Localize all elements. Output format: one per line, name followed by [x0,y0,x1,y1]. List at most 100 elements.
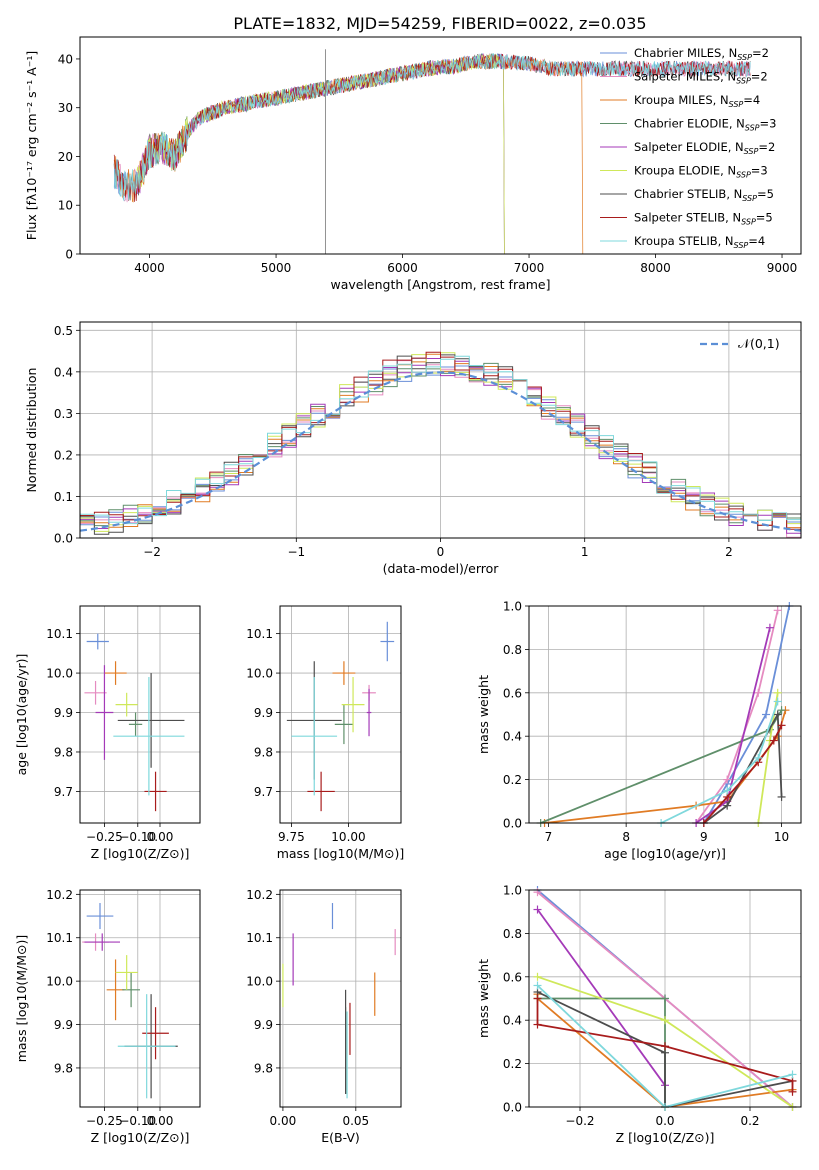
residuals-ytick-label: 0.0 [54,532,73,546]
residuals-legend-label: 𝒩(0,1) [738,336,780,351]
mass_weight_vs_age-xtick-label: 10 [774,830,789,844]
age_vs_Z-xtick-label: −0.10 [119,830,156,844]
age_vs_Z-xtick-label: −0.25 [86,830,123,844]
spectrum-ytick-label: 40 [58,52,73,66]
mass_weight_vs_Z-xtick-label: 0.0 [655,1114,674,1128]
mass_vs_EBV-xtick-label: 0.00 [270,1114,297,1128]
mass_weight_vs_age-ytick-label: 1.0 [503,600,522,614]
figure-title: PLATE=1832, MJD=54259, FIBERID=0022, z=0… [233,14,646,33]
mass_vs_Z-xtick-label: −0.25 [86,1114,123,1128]
spectrum-xlabel: wavelength [Angstrom, rest frame] [330,277,550,292]
spectrum-legend-label: Salpeter ELODIE, NSSP=2 [634,140,775,156]
spectrum-legend-label: Chabrier MILES, NSSP=2 [634,46,769,62]
mass_vs_EBV-xlabel: E(B-V) [321,1130,360,1145]
age_vs_Z-ytick-label: 10.0 [46,667,73,681]
mass_weight_vs_age-xtick-label: 9 [700,830,708,844]
spectrum-ytick-label: 0 [65,248,73,262]
mass_weight_vs_age-xtick-label: 7 [545,830,553,844]
age_vs_mass-ytick-label: 9.7 [254,785,273,799]
mass_vs_Z-ytick-label: 9.8 [54,1061,73,1075]
mass_weight_vs_Z-ytick-label: 0.8 [503,927,522,941]
age_vs_mass-xtick-label: 9.75 [278,830,305,844]
age_vs_Z-frame [79,605,201,824]
age_vs_Z-ytick-label: 9.7 [54,785,73,799]
residuals-gaussian-curve [79,371,802,532]
mass_weight_vs_Z-line-salpeter-elodie [536,908,666,1086]
spectrum-legend-label: Salpeter MILES, NSSP=2 [634,70,768,86]
age_vs_Z-xlabel: Z [log10(Z/Z⊙)] [91,846,190,861]
spectrum-xtick-label: 9000 [767,261,798,275]
age_vs_Z-ytick-label: 10.1 [46,627,73,641]
age_vs_mass-ytick-label: 10.1 [246,627,273,641]
mass_weight_vs_age-ytick-label: 0.8 [503,643,522,657]
mass_vs_EBV-frame [279,889,402,1108]
age_vs_Z-xtick-label: 0.00 [147,830,174,844]
residuals-xtick-label: −2 [143,545,161,559]
mass_weight_vs_Z-ytick-label: 1.0 [503,884,522,898]
spectrum-legend-label: Chabrier STELIB, NSSP=5 [634,187,774,203]
mass_weight_vs_age-ytick-label: 0.0 [503,817,522,831]
spectrum-legend-label: Kroupa MILES, NSSP=4 [634,93,760,109]
mass_weight_vs_age-frame [528,605,802,824]
mass_vs_Z-frame [79,889,201,1108]
mass_vs_EBV-ytick-label: 9.9 [254,1018,273,1032]
spectrum-frame [79,36,802,255]
residuals-xtick-label: 0 [437,545,445,559]
spectrum-xtick-label: 6000 [387,261,418,275]
residuals-ylabel: Normed distribution [24,368,39,493]
age_vs_mass-frame [279,605,402,824]
residuals-xtick-label: 2 [725,545,733,559]
mass_vs_EBV-xtick-label: 0.05 [342,1114,369,1128]
age_vs_mass-ytick-label: 10.0 [246,667,273,681]
spectrum-ylabel: Flux [fλ10⁻¹⁷ erg cm⁻² s⁻¹ A⁻¹] [24,51,39,240]
residuals-xtick-label: 1 [581,545,589,559]
spectrum-line-kroupa-stelib [113,52,751,202]
spectrum-line-salpeter-stelib [113,53,751,202]
spectrum-legend-label: Chabrier ELODIE, NSSP=3 [634,117,776,133]
spectrum-legend-label: Salpeter STELIB, NSSP=5 [634,211,773,227]
residuals-ytick-label: 0.4 [54,365,73,379]
mass_weight_vs_Z-ytick-label: 0.0 [503,1101,522,1115]
mass_weight_vs_Z-line-chabrier-stelib [537,991,793,1107]
residuals-hist-salpeter-stelib [80,351,801,530]
mass_vs_EBV-ytick-label: 9.8 [254,1061,273,1075]
mass_weight_vs_Z-xtick-label: 0.2 [740,1114,759,1128]
spectrum-xtick-label: 5000 [261,261,292,275]
mass_weight_vs_Z-xlabel: Z [log10(Z/Z⊙)] [616,1130,715,1145]
mass_vs_Z-ylabel: mass [log10(M/M⊙)] [14,935,29,1063]
mass_weight_vs_Z-ylabel: mass weight [476,959,491,1038]
age_vs_mass-ytick-label: 9.9 [254,706,273,720]
mass_weight_vs_Z-frame [528,889,802,1108]
mass_weight_vs_age-ytick-label: 0.6 [503,686,522,700]
spectrum-xtick-label: 4000 [134,261,165,275]
residuals-ytick-label: 0.2 [54,448,73,462]
residuals-frame [79,321,802,539]
spectrum-ytick-label: 20 [58,150,73,164]
residuals-hist-kroupa-stelib [80,355,801,528]
mass_weight_vs_Z-line-kroupa-stelib [536,984,793,1107]
spectrum-legend-label: Kroupa STELIB, NSSP=4 [634,234,765,250]
mass_vs_EBV-ytick-label: 10.2 [246,888,273,902]
mass_vs_Z-xtick-label: −0.10 [119,1114,156,1128]
age_vs_mass-xtick-label: 10.00 [331,830,365,844]
mass_vs_EBV-ytick-label: 10.1 [246,931,273,945]
mass_vs_Z-ytick-label: 9.9 [54,1018,73,1032]
mass_weight_vs_age-ylabel: mass weight [476,675,491,754]
residuals-ytick-label: 0.5 [54,324,73,338]
residuals-xlabel: (data-model)/error [383,561,500,576]
mass_weight_vs_age-xlabel: age [log10(age/yr)] [604,846,726,861]
residuals-ytick-label: 0.1 [54,490,73,504]
mass_vs_Z-xtick-label: 0.00 [147,1114,174,1128]
mass_weight_vs_age-line-chabrier-stelib [703,711,783,823]
spectrum-ytick-label: 10 [58,199,73,213]
residuals-xtick-label: −1 [287,545,305,559]
age_vs_mass-xlabel: mass [log10(M/M⊙)] [277,846,405,861]
mass_weight_vs_age-ytick-label: 0.4 [503,730,522,744]
mass_weight_vs_Z-ytick-label: 0.2 [503,1057,522,1071]
age_vs_Z-ytick-label: 9.8 [54,745,73,759]
age_vs_Z-ytick-label: 9.9 [54,706,73,720]
spectrum-xtick-label: 7000 [514,261,545,275]
mass_weight_vs_age-line-kroupa-stelib [660,701,779,823]
mass_weight_vs_Z-xtick-label: −0.2 [565,1114,594,1128]
